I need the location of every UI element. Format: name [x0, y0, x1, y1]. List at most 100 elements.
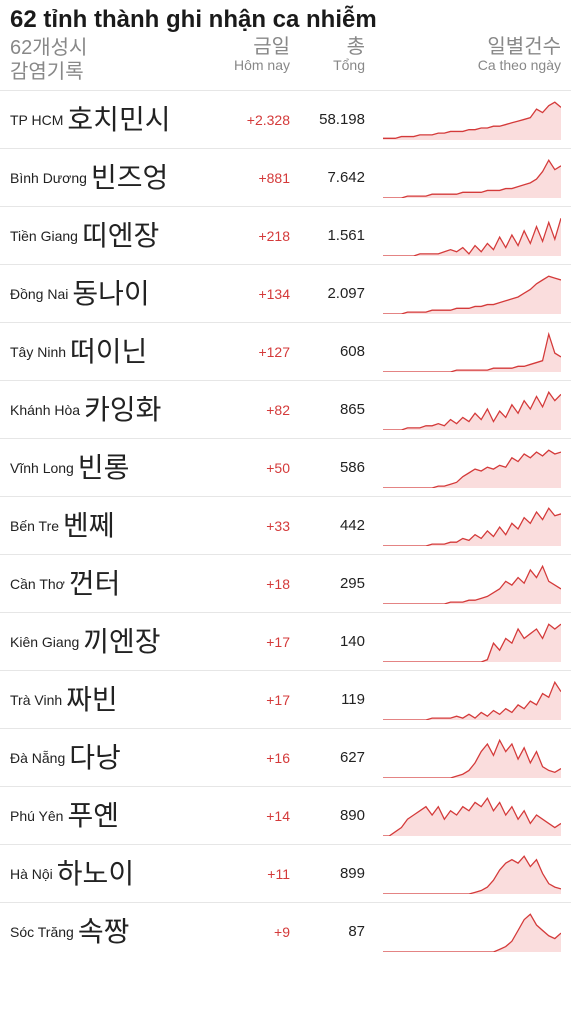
header-name: 62개성시 감염기록 — [10, 36, 210, 84]
name-block: Kiên Giang끼엔장 — [10, 628, 210, 656]
total-value: 58.198 — [290, 111, 365, 128]
page-title: 62 tỉnh thành ghi nhận ca nhiễm — [0, 0, 571, 36]
total-value: 586 — [290, 459, 365, 476]
name-block: Bến Tre벤쩨 — [10, 512, 210, 540]
province-name-kr: 다낭 — [69, 744, 121, 772]
sparkline — [365, 216, 561, 256]
total-value: 7.642 — [290, 169, 365, 186]
province-name-kr: 껀터 — [69, 570, 121, 598]
table-row: Kiên Giang끼엔장+17140 — [0, 612, 571, 670]
table-row: Trà Vinh짜빈+17119 — [0, 670, 571, 728]
table-row: Đồng Nai동나이+1342.097 — [0, 264, 571, 322]
province-name-vn: Trà Vinh — [10, 692, 62, 708]
sparkline — [365, 158, 561, 198]
today-value: +134 — [210, 286, 290, 302]
name-block: Đà Nẵng다낭 — [10, 744, 210, 772]
header-total-kr: 총 — [290, 36, 365, 58]
province-name-kr: 벤쩨 — [63, 512, 115, 540]
total-value: 1.561 — [290, 227, 365, 244]
sparkline — [365, 332, 561, 372]
name-block: Tây Ninh떠이닌 — [10, 338, 210, 366]
sparkline — [365, 100, 561, 140]
today-value: +17 — [210, 692, 290, 708]
table-row: Đà Nẵng다낭+16627 — [0, 728, 571, 786]
today-value: +50 — [210, 460, 290, 476]
total-value: 140 — [290, 633, 365, 650]
today-value: +16 — [210, 750, 290, 766]
province-name-vn: Kiên Giang — [10, 634, 79, 650]
province-name-vn: Khánh Hòa — [10, 402, 80, 418]
table-row: TP HCM호치민시+2.32858.198 — [0, 90, 571, 148]
province-name-vn: Tây Ninh — [10, 344, 66, 360]
sparkline — [365, 274, 561, 314]
today-value: +17 — [210, 634, 290, 650]
sparkline — [365, 622, 561, 662]
sparkline — [365, 564, 561, 604]
province-name-vn: Bình Dương — [10, 170, 87, 186]
today-value: +18 — [210, 576, 290, 592]
table-row: Phú Yên푸옌 +14890 — [0, 786, 571, 844]
total-value: 87 — [290, 923, 365, 940]
name-block: Tiền Giang띠엔장 — [10, 222, 210, 250]
header-total: 총 Tổng — [290, 36, 365, 73]
header-name-kr2: 감염기록 — [10, 60, 210, 84]
total-value: 890 — [290, 807, 365, 824]
province-name-kr: 띠엔장 — [82, 222, 159, 250]
total-value: 608 — [290, 343, 365, 360]
sparkline — [365, 912, 561, 952]
header-today-vn: Hôm nay — [210, 58, 290, 73]
today-value: +218 — [210, 228, 290, 244]
header-spark-kr: 일별건수 — [375, 36, 561, 58]
sparkline — [365, 448, 561, 488]
province-name-vn: Đồng Nai — [10, 286, 68, 302]
sparkline — [365, 796, 561, 836]
total-value: 2.097 — [290, 285, 365, 302]
total-value: 865 — [290, 401, 365, 418]
today-value: +9 — [210, 924, 290, 940]
header-row: 62개성시 감염기록 금일 Hôm nay 총 Tổng 일별건수 Ca the… — [0, 36, 571, 90]
sparkline — [365, 506, 561, 546]
table-row: Vĩnh Long빈롱+50586 — [0, 438, 571, 496]
province-name-kr: 빈즈엉 — [91, 164, 168, 192]
province-name-vn: TP HCM — [10, 112, 63, 128]
today-value: +82 — [210, 402, 290, 418]
header-today-kr: 금일 — [210, 36, 290, 58]
province-name-kr: 푸옌 — [67, 802, 119, 830]
sparkline — [365, 738, 561, 778]
table-row: Hà Nội하노이+11899 — [0, 844, 571, 902]
table-row: Cần Thơ껀터+18295 — [0, 554, 571, 612]
today-value: +33 — [210, 518, 290, 534]
table-row: Tây Ninh떠이닌+127608 — [0, 322, 571, 380]
header-name-kr1: 62개성시 — [10, 36, 210, 60]
today-value: +127 — [210, 344, 290, 360]
province-name-vn: Đà Nẵng — [10, 750, 65, 766]
province-name-kr: 카잉화 — [84, 396, 161, 424]
name-block: Khánh Hòa카잉화 — [10, 396, 210, 424]
name-block: Trà Vinh짜빈 — [10, 686, 210, 714]
table-row: Sóc Trăng속짱 +987 — [0, 902, 571, 960]
name-block: TP HCM호치민시 — [10, 106, 210, 134]
name-block: Vĩnh Long빈롱 — [10, 454, 210, 482]
rows-container: TP HCM호치민시+2.32858.198Bình Dương빈즈엉+8817… — [0, 90, 571, 960]
province-name-vn: Tiền Giang — [10, 228, 78, 244]
table-row: Bến Tre벤쩨+33442 — [0, 496, 571, 554]
province-name-vn: Phú Yên — [10, 808, 63, 824]
province-name-vn: Sóc Trăng — [10, 924, 74, 940]
today-value: +14 — [210, 808, 290, 824]
province-name-kr: 속짱 — [78, 918, 130, 946]
province-name-kr: 끼엔장 — [83, 628, 160, 656]
header-today: 금일 Hôm nay — [210, 36, 290, 73]
province-name-vn: Hà Nội — [10, 866, 53, 882]
total-value: 442 — [290, 517, 365, 534]
province-name-vn: Bến Tre — [10, 518, 59, 534]
sparkline — [365, 390, 561, 430]
total-value: 295 — [290, 575, 365, 592]
table-row: Tiền Giang띠엔장+2181.561 — [0, 206, 571, 264]
province-name-vn: Cần Thơ — [10, 576, 65, 592]
name-block: Cần Thơ껀터 — [10, 570, 210, 598]
province-name-kr: 떠이닌 — [70, 338, 147, 366]
total-value: 119 — [290, 691, 365, 708]
name-block: Bình Dương빈즈엉 — [10, 164, 210, 192]
today-value: +11 — [210, 866, 290, 882]
header-spark-vn: Ca theo ngày — [375, 58, 561, 73]
